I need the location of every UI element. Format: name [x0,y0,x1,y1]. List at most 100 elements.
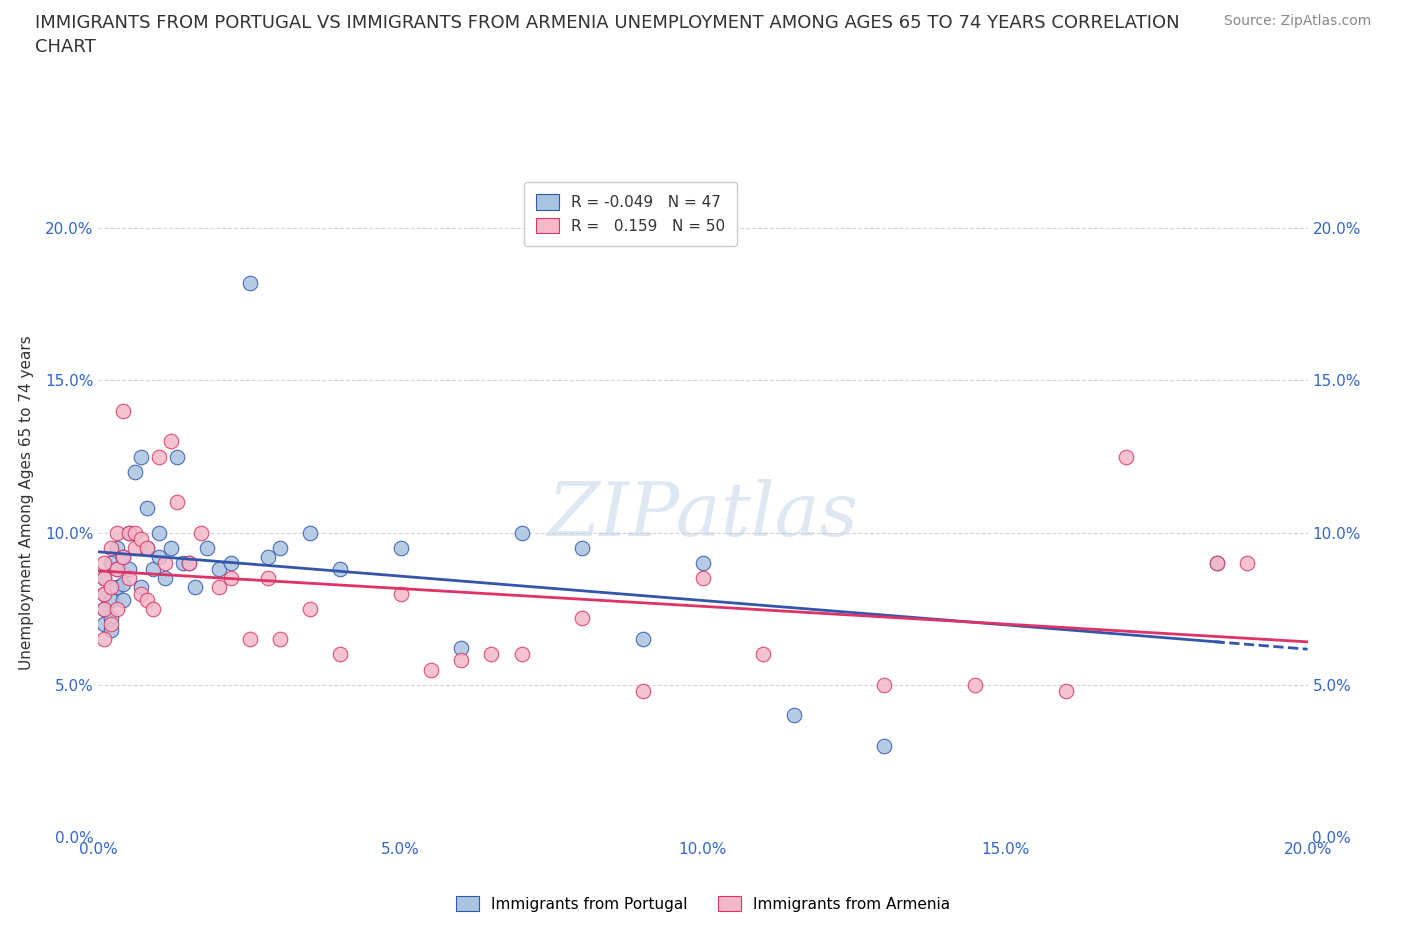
Point [481,647,503,662]
Point [510,525,533,540]
Point [105,562,128,577]
Point [221,571,243,586]
Point [93,571,115,586]
Point [124,525,146,540]
Point [256,571,278,586]
Legend: Immigrants from Portugal, Immigrants from Armenia: Immigrants from Portugal, Immigrants fro… [450,889,956,918]
Point [631,684,654,698]
Text: IMMIGRANTS FROM PORTUGAL VS IMMIGRANTS FROM ARMENIA UNEMPLOYMENT AMONG AGES 65 T: IMMIGRANTS FROM PORTUGAL VS IMMIGRANTS F… [35,14,1180,56]
Point [105,525,128,540]
Point [118,571,141,586]
Point [118,525,141,540]
Point [124,540,146,555]
Point [135,540,157,555]
Point [129,586,152,601]
Point [166,495,188,510]
Point [1054,684,1077,698]
Point [1236,555,1258,570]
Point [450,653,472,668]
Point [783,708,806,723]
Point [100,540,122,555]
Point [129,449,152,464]
Point [1206,555,1229,570]
Point [142,562,165,577]
Point [1115,449,1137,464]
Point [692,555,714,570]
Point [100,592,122,607]
Point [100,622,122,637]
Point [965,677,987,692]
Point [135,592,157,607]
Point [100,555,122,570]
Text: Source: ZipAtlas.com: Source: ZipAtlas.com [1223,14,1371,28]
Point [190,525,212,540]
Point [93,617,115,631]
Point [179,555,201,570]
Point [329,647,352,662]
Point [873,677,896,692]
Point [239,275,262,290]
Point [135,501,157,516]
Point [111,592,134,607]
Point [153,571,176,586]
Point [100,617,122,631]
Point [100,580,122,595]
Point [166,449,188,464]
Point [208,562,231,577]
Point [692,571,714,586]
Point [118,562,141,577]
Point [135,540,157,555]
Point [571,540,593,555]
Point [93,555,115,570]
Point [269,540,291,555]
Point [93,602,115,617]
Point [111,550,134,565]
Point [208,580,231,595]
Y-axis label: Unemployment Among Ages 65 to 74 years: Unemployment Among Ages 65 to 74 years [20,335,34,670]
Point [299,525,322,540]
Point [269,631,291,646]
Point [239,631,262,646]
Point [142,602,165,617]
Point [105,602,128,617]
Point [329,562,352,577]
Point [93,571,115,586]
Point [93,602,115,617]
Point [631,631,654,646]
Point [160,434,183,449]
Point [124,464,146,479]
Point [93,586,115,601]
Point [1206,555,1229,570]
Point [389,540,412,555]
Point [148,525,170,540]
Point [111,404,134,418]
Point [153,555,176,570]
Point [195,540,218,555]
Point [184,580,207,595]
Point [160,540,183,555]
Point [172,555,194,570]
Point [148,449,170,464]
Point [299,602,322,617]
Point [221,555,243,570]
Point [571,610,593,625]
Point [450,641,472,656]
Point [179,555,201,570]
Point [129,531,152,546]
Point [148,550,170,565]
Point [873,738,896,753]
Point [389,586,412,601]
Point [105,540,128,555]
Point [118,525,141,540]
Point [420,662,443,677]
Legend: R = -0.049   N = 47, R =   0.159   N = 50: R = -0.049 N = 47, R = 0.159 N = 50 [523,181,737,246]
Point [752,647,775,662]
Point [111,550,134,565]
Point [105,562,128,577]
Point [100,610,122,625]
Text: ZIPatlas: ZIPatlas [547,479,859,551]
Point [510,647,533,662]
Point [93,631,115,646]
Point [105,580,128,595]
Point [93,586,115,601]
